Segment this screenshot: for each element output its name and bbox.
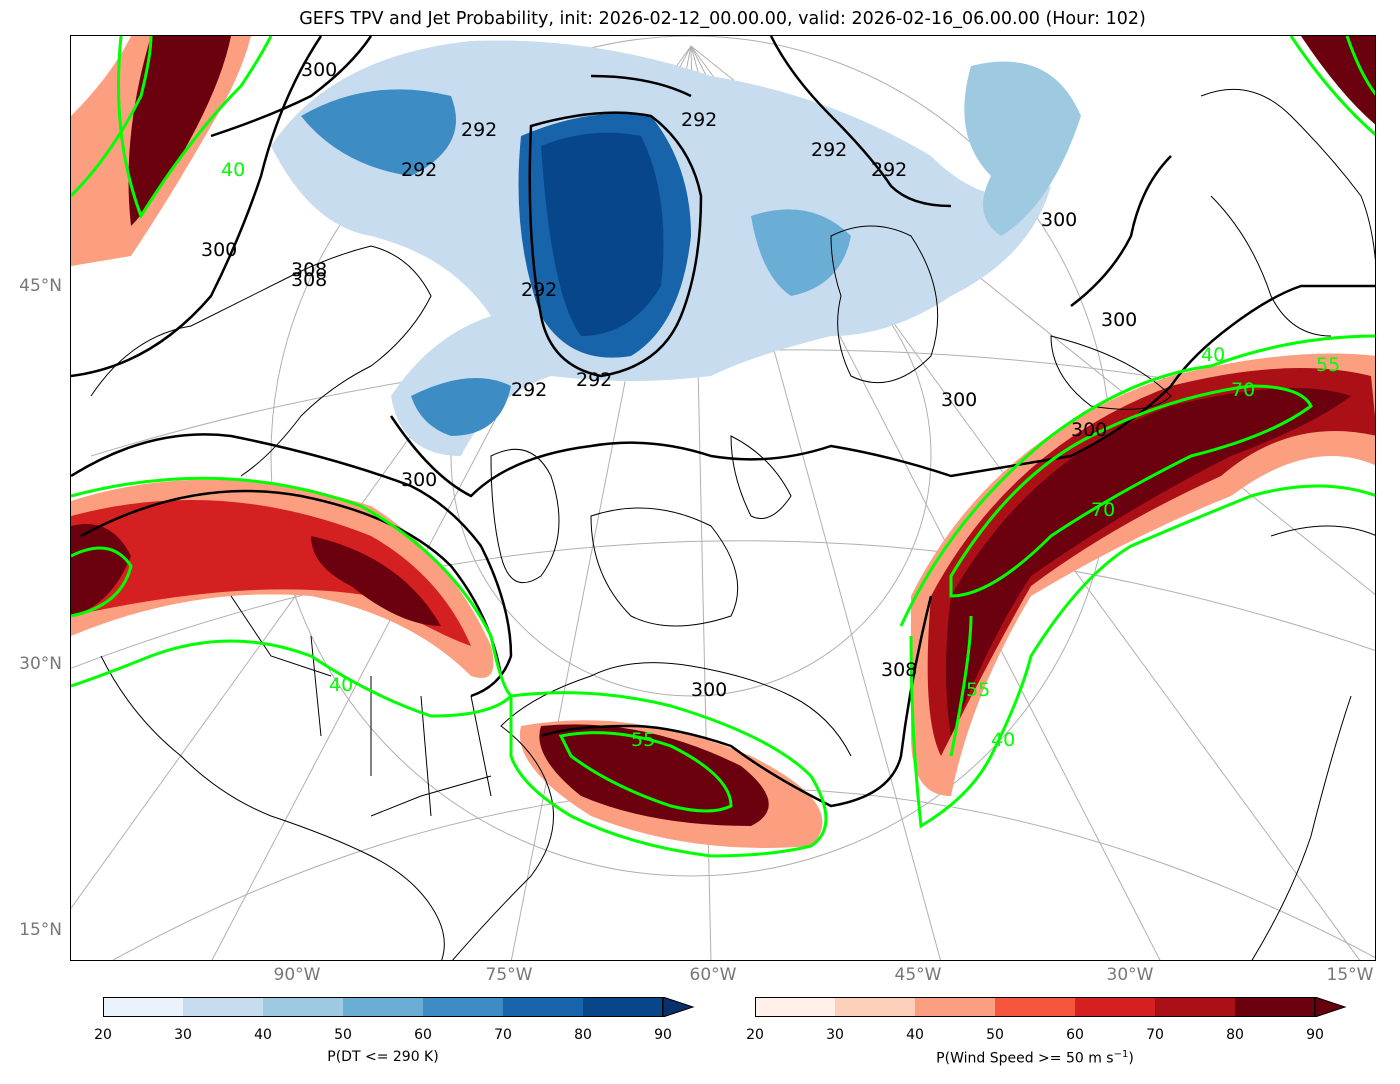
dt-probability-shading <box>271 40 1081 456</box>
colorbar-segment <box>183 997 263 1017</box>
colorbar-tick-label: 50 <box>986 1027 1004 1043</box>
colorbar-outline <box>103 997 663 1017</box>
colorbar-tick-label: 90 <box>1306 1027 1324 1043</box>
contour-label: 300 <box>201 239 237 261</box>
contour-label: 292 <box>511 379 547 401</box>
lat-label-45n: 45°N <box>19 276 62 296</box>
colorbar-segment <box>503 997 583 1017</box>
colorbar-segment <box>343 997 423 1017</box>
contour-label: 70 <box>1091 499 1115 521</box>
contour-label: 308 <box>881 659 917 681</box>
map-panel: 300 292 292 292 292 292 292 300 308 300 … <box>70 35 1376 961</box>
lon-label-15w: 15°W <box>1326 965 1374 985</box>
colorbar-tick-label: 90 <box>654 1027 672 1043</box>
contour-label: 292 <box>681 109 717 131</box>
colorbar-segment <box>1155 997 1235 1017</box>
colorbar-outline <box>755 997 1315 1017</box>
contour-label: 300 <box>401 469 437 491</box>
colorbar-segment <box>263 997 343 1017</box>
dt-contour-labels: 300 292 292 292 292 292 292 300 308 300 … <box>201 59 1137 701</box>
lon-label-75w: 75°W <box>485 965 533 985</box>
jet-contour-labels: 40 40 55 40 70 70 55 55 40 55 <box>221 159 1340 751</box>
contour-label: 300 <box>691 679 727 701</box>
jet-contours <box>71 36 1375 858</box>
wind-colorbar <box>755 997 1347 1017</box>
contour-label: 55 <box>631 729 655 751</box>
colorbar-segment <box>423 997 503 1017</box>
lon-label-90w: 90°W <box>273 965 321 985</box>
colorbar-tick-label: 70 <box>494 1027 512 1043</box>
contour-label: 300 <box>1101 309 1137 331</box>
contour-label: 308 <box>291 269 327 291</box>
colorbar-tick-label: 30 <box>174 1027 192 1043</box>
colorbar-tick-label: 40 <box>906 1027 924 1043</box>
lat-label-30n: 30°N <box>19 654 62 674</box>
lat-label-15n: 15°N <box>19 920 62 940</box>
colorbar-tick-label: 60 <box>414 1027 432 1043</box>
contour-label: 308 <box>291 259 327 281</box>
colorbar-extend-arrow <box>1314 997 1347 1017</box>
colorbar-segment <box>1235 997 1315 1017</box>
colorbar-extend-arrow <box>662 997 695 1017</box>
lon-label-60w: 60°W <box>689 965 737 985</box>
contour-label: 40 <box>1201 344 1225 366</box>
contour-label: 292 <box>871 159 907 181</box>
contour-label: 55 <box>1316 354 1340 376</box>
coastlines <box>90 88 1375 960</box>
wind-colorbar-label: P(Wind Speed >= 50 m s−1) <box>755 1049 1315 1067</box>
colorbar-segment <box>1075 997 1155 1017</box>
contour-label: 292 <box>401 159 437 181</box>
contour-label: 40 <box>329 674 353 696</box>
colorbar-tick-label: 40 <box>254 1027 272 1043</box>
chart-title: GEFS TPV and Jet Probability, init: 2026… <box>299 9 1146 29</box>
map-canvas: 300 292 292 292 292 292 292 300 308 300 … <box>71 36 1375 960</box>
contour-label: 292 <box>461 119 497 141</box>
contour-label: 292 <box>576 369 612 391</box>
contour-label: 300 <box>941 389 977 411</box>
contour-label: 292 <box>811 139 847 161</box>
contour-label: 70 <box>1231 379 1255 401</box>
dt-contours <box>71 36 1375 808</box>
contour-label: 40 <box>221 159 245 181</box>
contour-label: 300 <box>301 59 337 81</box>
contour-label: 40 <box>991 729 1015 751</box>
colorbar-segment <box>835 997 915 1017</box>
colorbar-tick-label: 70 <box>1146 1027 1164 1043</box>
colorbar-tick-label: 20 <box>94 1027 112 1043</box>
colorbar-tick-label: 20 <box>746 1027 764 1043</box>
colorbar-segment <box>755 997 835 1017</box>
wind-label-prefix: P(Wind Speed >= 50 m s <box>936 1050 1114 1067</box>
lon-label-30w: 30°W <box>1106 965 1154 985</box>
colorbar-segment <box>103 997 183 1017</box>
colorbar-tick-label: 80 <box>574 1027 592 1043</box>
contour-label: 300 <box>1071 419 1107 441</box>
wind-label-suffix: ) <box>1128 1050 1134 1067</box>
colorbar-tick-label: 30 <box>826 1027 844 1043</box>
colorbar-tick-label: 60 <box>1066 1027 1084 1043</box>
contour-label: 300 <box>1041 209 1077 231</box>
colorbar-tick-label: 50 <box>334 1027 352 1043</box>
contour-label: 292 <box>521 279 557 301</box>
colorbar-tick-label: 80 <box>1226 1027 1244 1043</box>
wind-label-exp: −1 <box>1113 1049 1129 1060</box>
dt-colorbar <box>103 997 695 1017</box>
colorbar-segment <box>583 997 663 1017</box>
dt-colorbar-label: P(DT <= 290 K) <box>327 1049 439 1065</box>
contour-label: 55 <box>966 679 990 701</box>
lon-label-45w: 45°W <box>894 965 942 985</box>
colorbar-segment <box>915 997 995 1017</box>
colorbar-segment <box>995 997 1075 1017</box>
